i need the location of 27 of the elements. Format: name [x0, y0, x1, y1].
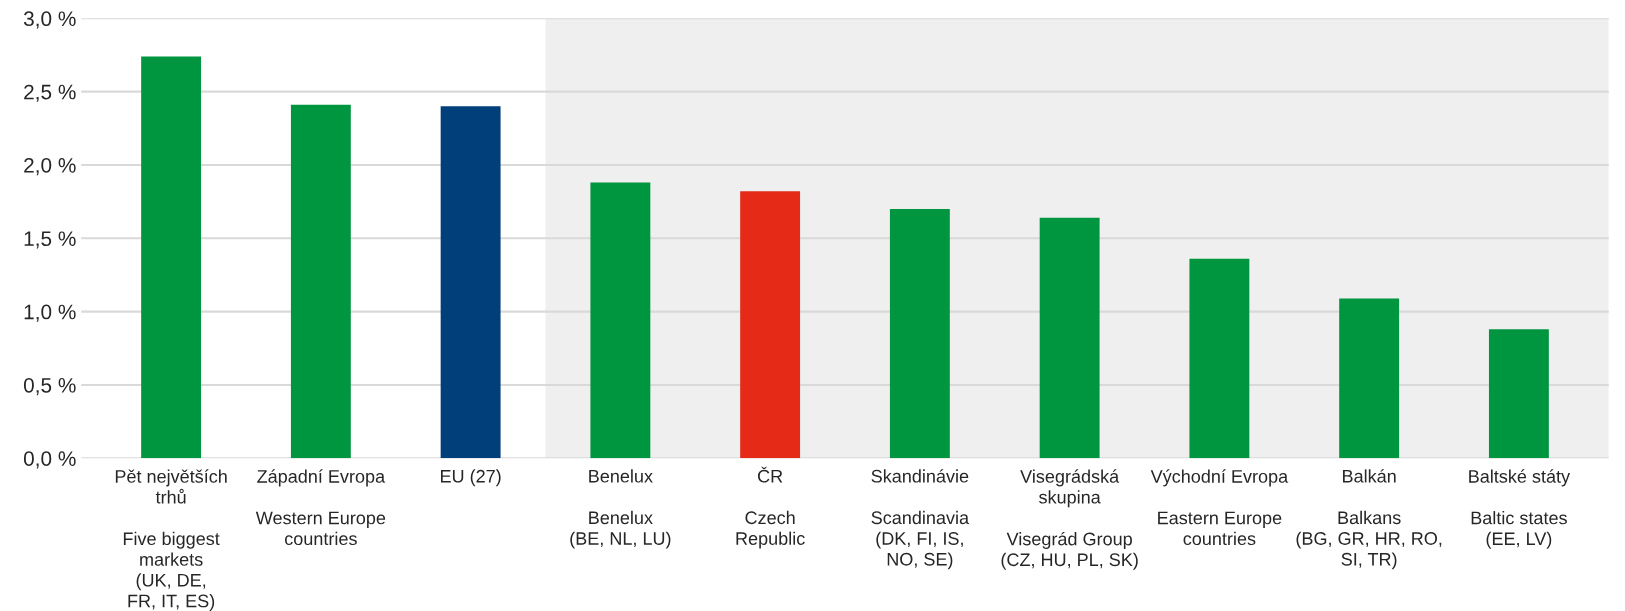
bar [1189, 258, 1250, 459]
bar [1339, 298, 1400, 459]
bar [740, 191, 801, 459]
category-label: Západní Evropa Western Europe countries [255, 469, 386, 546]
bar [1039, 217, 1100, 459]
category-label: Balkán Balkans (BG, GR, HR, RO, SI, TR) [1296, 469, 1442, 570]
bar [290, 104, 351, 459]
y-tick-label: 1,0 % [24, 304, 76, 322]
y-tick-label: 0,0 % [23, 451, 76, 469]
category-label: Benelux Benelux (BE, NL, LU) [570, 469, 671, 549]
category-label: Skandinávie Scandinavia (DK, FI, IS, NO, SE) [871, 469, 970, 570]
y-tick-label: 3,0 % [23, 11, 76, 29]
category-label: Visegrádská skupina Visegrád Group (CZ, HU, PL, SK) [1001, 469, 1138, 570]
bar [889, 208, 950, 459]
category-label: Východní Evropa Eastern Europe countries [1150, 469, 1289, 546]
bar [440, 106, 501, 459]
bar [590, 182, 651, 459]
x-tick-label: EU (27) [440, 469, 501, 487]
bar [1488, 329, 1549, 459]
category-label: Baltské státy Baltic states (EE, LV) [1469, 469, 1571, 549]
bar [141, 56, 202, 459]
category-label: Pět největších trhů Five biggest markets (UK, DE, FR, IT, ES) [115, 469, 227, 611]
y-tick-label: 2,5 % [24, 84, 76, 102]
y-tick-label: 1,5 % [24, 231, 76, 249]
category-label: ČR Czech Republic [736, 466, 805, 549]
y-tick-label: 0,5 % [23, 377, 76, 396]
y-tick-label: 2,0 % [24, 157, 76, 176]
